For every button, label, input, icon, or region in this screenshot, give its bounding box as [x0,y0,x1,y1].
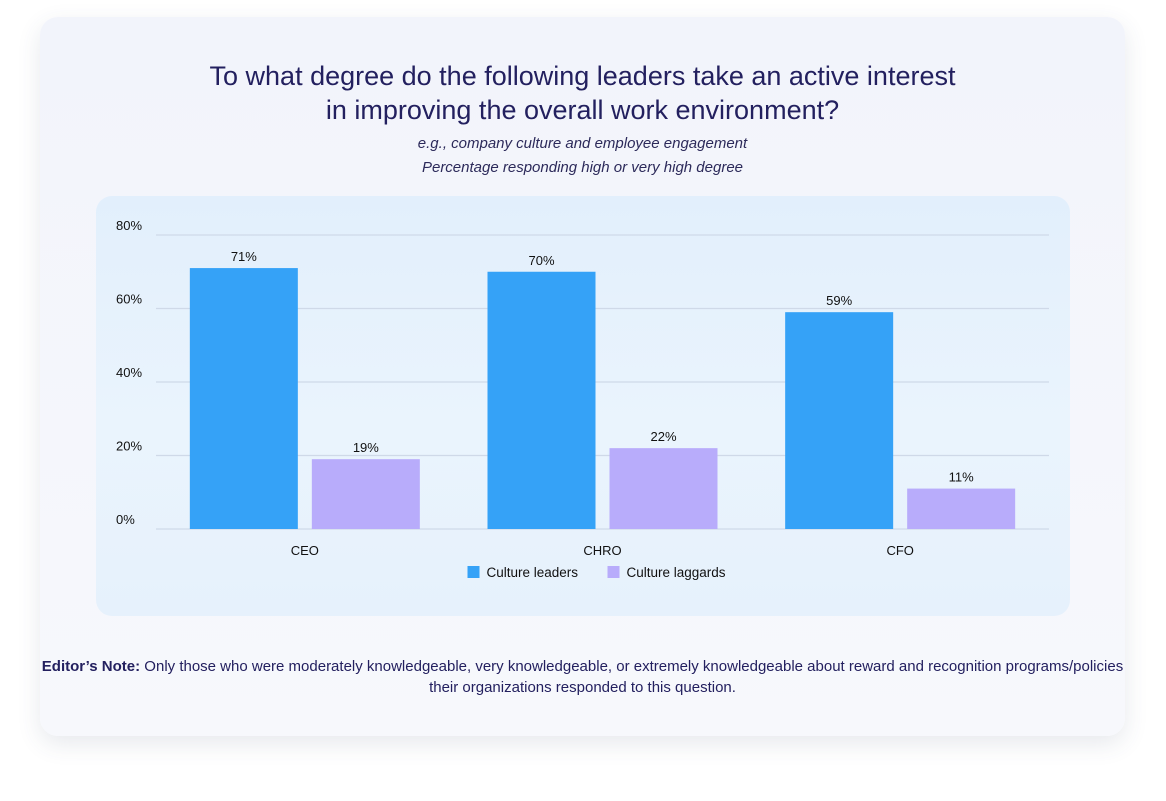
data-label: 11% [949,470,974,485]
y-tick-label: 60% [116,292,142,307]
data-label: 19% [353,440,379,455]
legend-swatch [467,566,480,578]
chart-subtitle-line-1: e.g., company culture and employee engag… [417,135,748,152]
chart-title: To what degree do the following leaders … [40,59,1125,127]
chart-title-line-1: To what degree do the following leaders … [209,61,956,91]
data-label: 71% [231,249,257,264]
bar-culture-laggards [609,448,718,529]
y-tick-label: 20% [116,439,142,454]
legend-swatch [607,566,620,578]
chart-panel: 0% 20% 40% 60% 80% 71% 19% CEO 70% 22% CHRO 59% 11% C… [96,196,1070,616]
bar-culture-leaders [487,271,596,529]
bar-culture-leaders [785,312,894,529]
data-label: 22% [650,429,676,444]
legend-label: Culture leaders [487,565,579,580]
chart-title-line-2: in improving the overall work environmen… [325,95,840,125]
x-tick-label: CEO [291,543,319,558]
y-tick-label: 0% [116,512,135,527]
editors-note-text: Only those who were moderately knowledge… [140,658,1124,696]
bar-culture-laggards [311,459,420,529]
legend-label: Culture laggards [627,565,726,580]
data-label: 59% [826,293,852,308]
bar-chart: 0% 20% 40% 60% 80% 71% 19% CEO 70% 22% CHRO 59% 11% C… [116,218,1049,580]
chart-subtitle-line-2: Percentage responding high or very high … [421,159,744,176]
chart-card: To what degree do the following leaders … [40,17,1125,736]
editors-note: Editor’s Note: Only those who were moder… [40,656,1125,698]
bar-culture-laggards [907,488,1016,529]
data-label: 70% [528,253,554,268]
y-tick-label: 40% [116,365,142,380]
x-tick-label: CHRO [583,543,621,558]
y-tick-label: 80% [116,218,142,233]
editors-note-label: Editor’s Note: [41,658,141,675]
x-tick-label: CFO [886,543,913,558]
chart-subtitle: e.g., company culture and employee engag… [40,132,1125,180]
bar-culture-leaders [189,268,298,529]
